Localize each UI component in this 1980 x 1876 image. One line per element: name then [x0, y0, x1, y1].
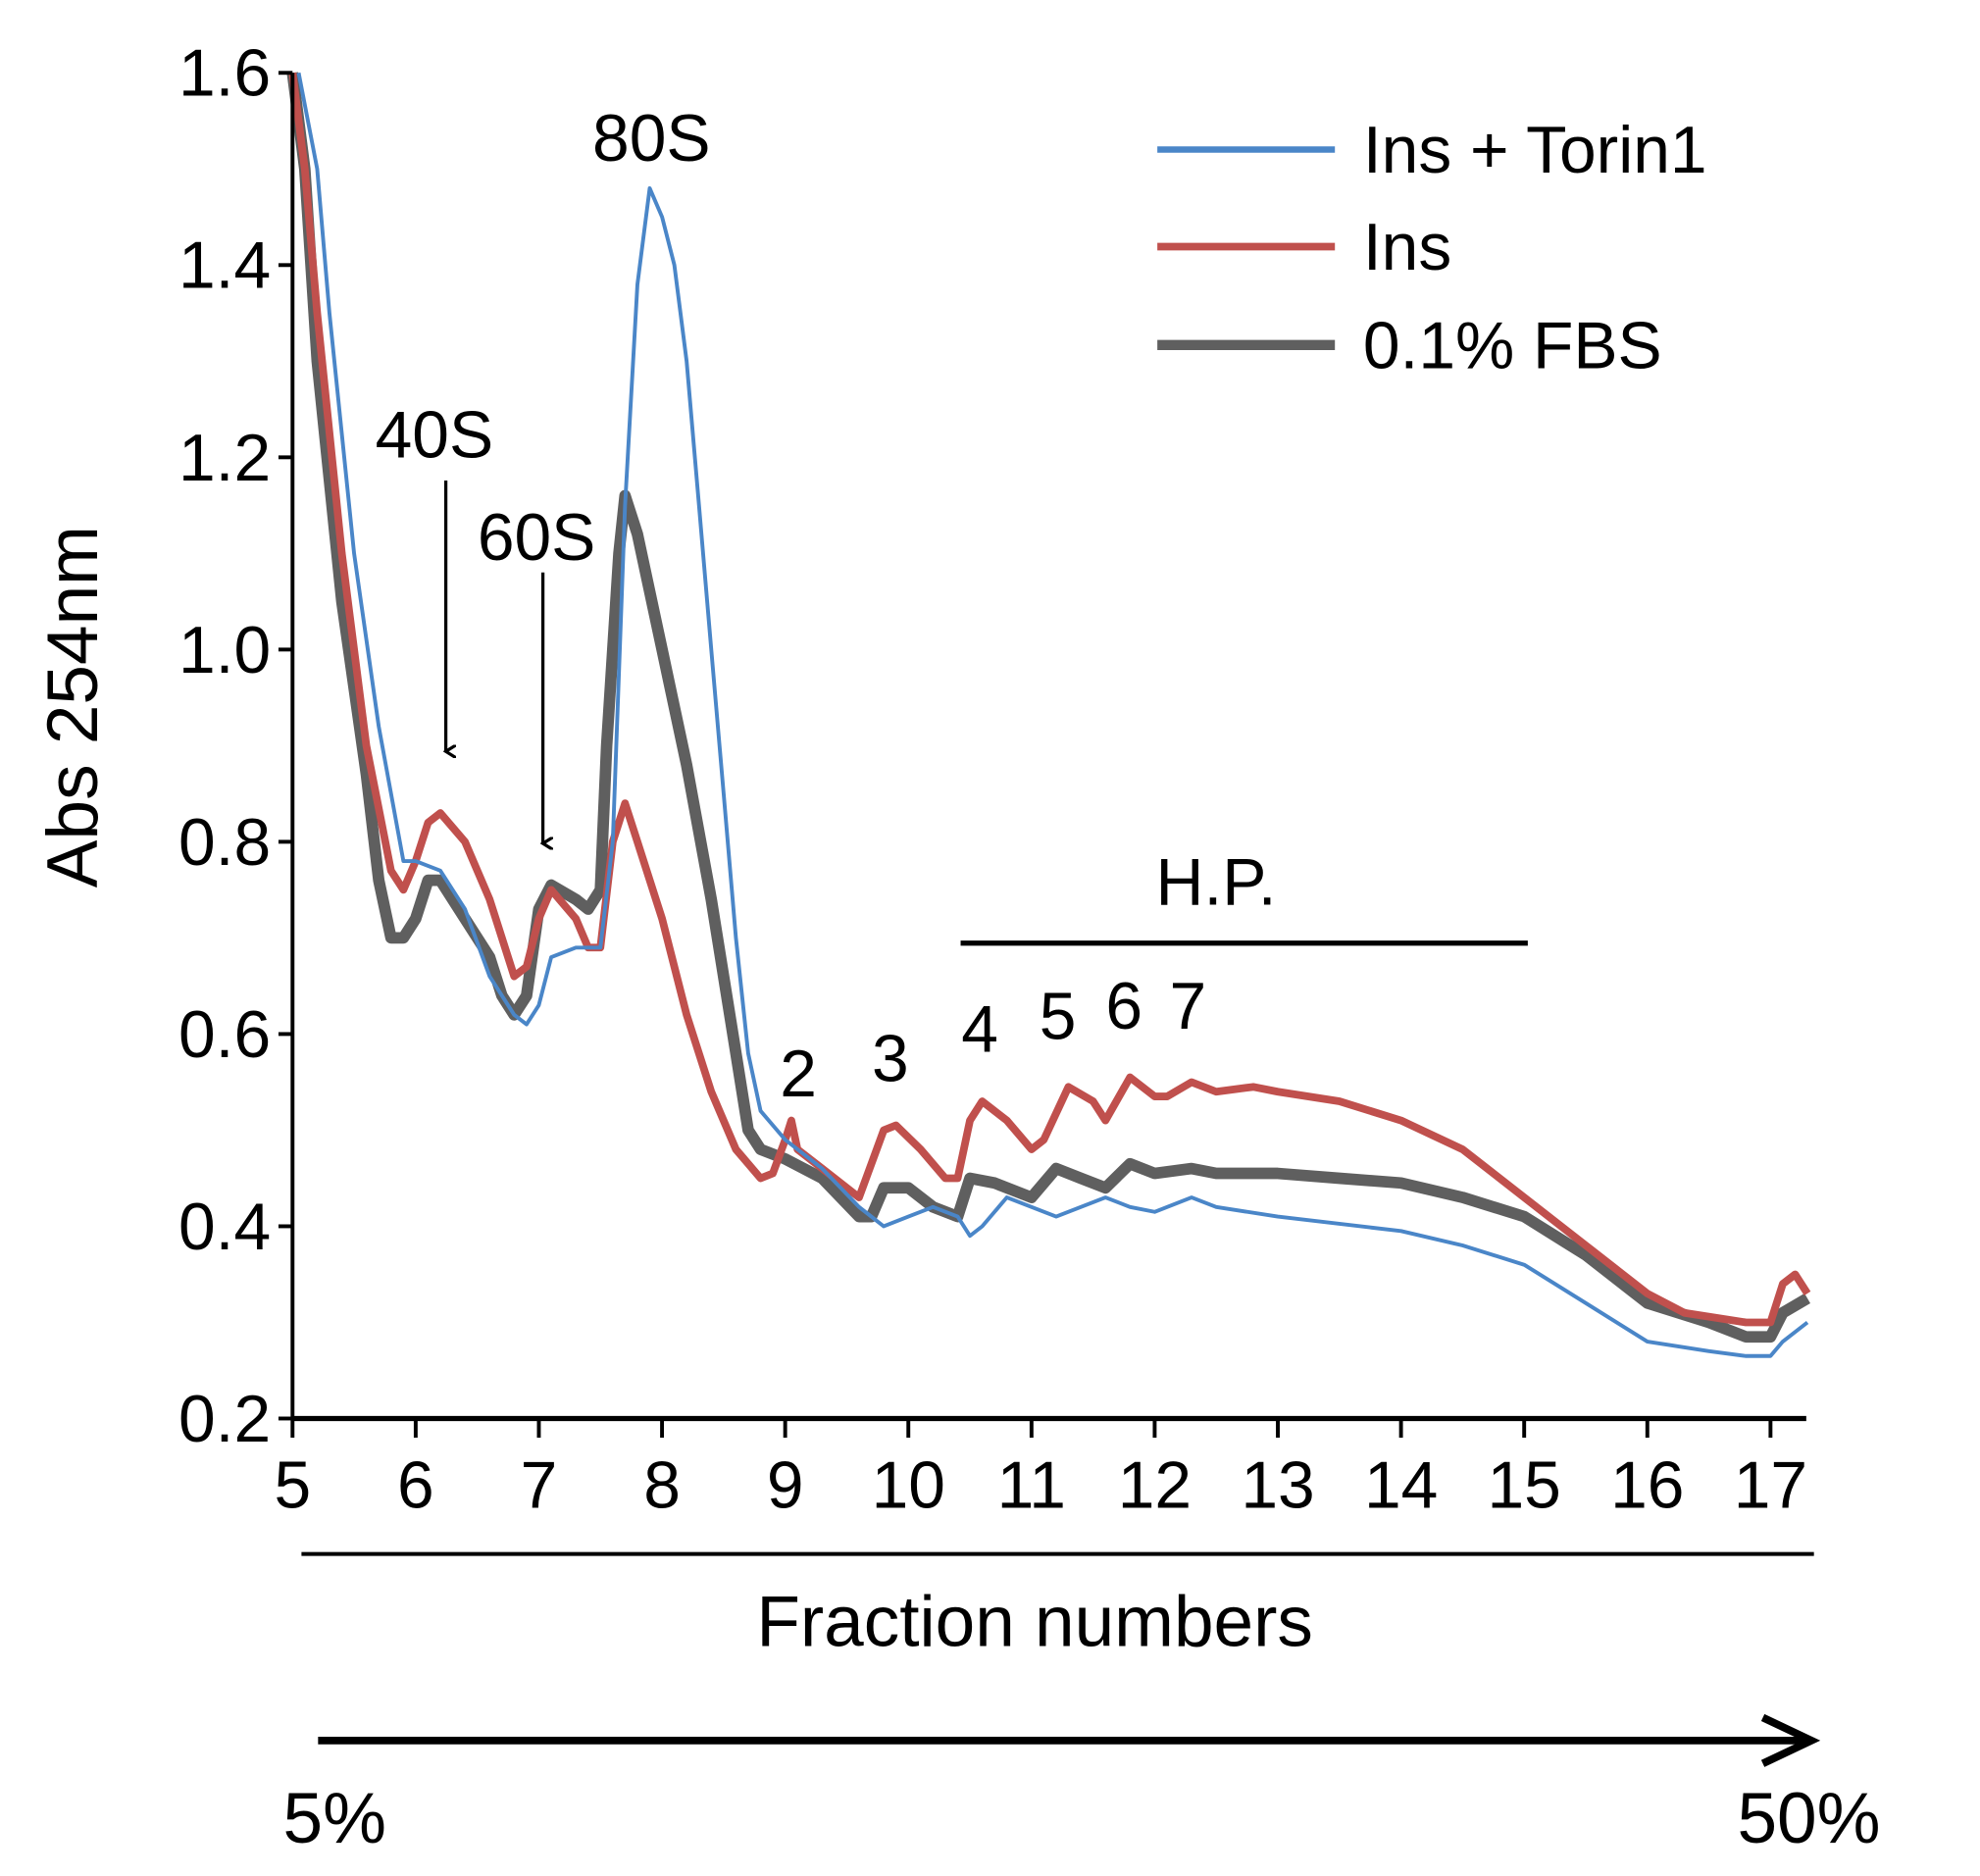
x-axis-label: Fraction numbers	[756, 1582, 1313, 1661]
polysome-label-2: 2	[780, 1038, 817, 1111]
series-line-ins-torin1	[296, 72, 1809, 1358]
x-tick-label: 16	[1610, 1449, 1684, 1523]
y-tick-label: 1.4	[178, 229, 271, 303]
polysome-label-7: 7	[1170, 970, 1207, 1043]
polysome-label-4: 4	[961, 992, 998, 1066]
series-layer	[286, 72, 1811, 1358]
series-line-fbs	[286, 72, 1810, 1344]
polysome-label-5: 5	[1040, 980, 1077, 1053]
x-tick-label: 14	[1364, 1449, 1438, 1523]
y-tick-label: 0.2	[178, 1383, 271, 1456]
x-tick-label: 10	[872, 1449, 945, 1523]
series-line-ins	[288, 72, 1811, 1327]
x-tick-label: 6	[397, 1449, 434, 1523]
annotation-80s: 80S	[592, 102, 711, 176]
y-tick-label: 1.6	[178, 37, 271, 111]
y-tick-label: 1.2	[178, 422, 271, 495]
gradient-end-label: 50%	[1737, 1779, 1880, 1858]
annotation-hp: H.P.	[1156, 846, 1277, 920]
x-tick-label: 9	[767, 1449, 804, 1523]
legend: Ins + Torin1 Ins 0.1% FBS	[1157, 114, 1707, 382]
y-tick-label: 0.6	[178, 998, 271, 1072]
x-tick-label: 15	[1488, 1449, 1561, 1523]
legend-label-ins-torin1: Ins + Torin1	[1363, 114, 1707, 187]
x-tick-label: 7	[521, 1449, 558, 1523]
annotation-40s: 40S	[376, 399, 494, 473]
x-tick-label: 8	[643, 1449, 681, 1523]
polysome-label-3: 3	[872, 1022, 909, 1095]
x-tick-label: 11	[997, 1449, 1066, 1523]
x-tick-label: 12	[1118, 1449, 1192, 1523]
x-tick-label: 5	[274, 1449, 311, 1523]
y-tick-label: 0.4	[178, 1191, 271, 1264]
y-tick-label: 1.0	[178, 614, 271, 687]
polysome-label-6: 6	[1105, 970, 1142, 1043]
legend-label-fbs: 0.1% FBS	[1363, 309, 1662, 382]
x-tick-label: 17	[1734, 1449, 1807, 1523]
gradient-start-label: 5%	[283, 1779, 386, 1858]
x-tick-label: 13	[1241, 1449, 1314, 1523]
annotation-60s: 60S	[478, 501, 596, 575]
x-ticks: 5 6 7 8 9 10 11 12 13 14 15 16 17	[274, 1418, 1807, 1523]
legend-label-ins: Ins	[1363, 211, 1451, 284]
y-axis-label: Abs 254nm	[33, 526, 113, 887]
y-tick-label: 0.8	[178, 806, 271, 880]
y-ticks: 0.2 0.4 0.6 0.8 1.0 1.2 1.4 1.6	[178, 37, 293, 1456]
gradient-arrowhead	[1760, 1713, 1821, 1767]
